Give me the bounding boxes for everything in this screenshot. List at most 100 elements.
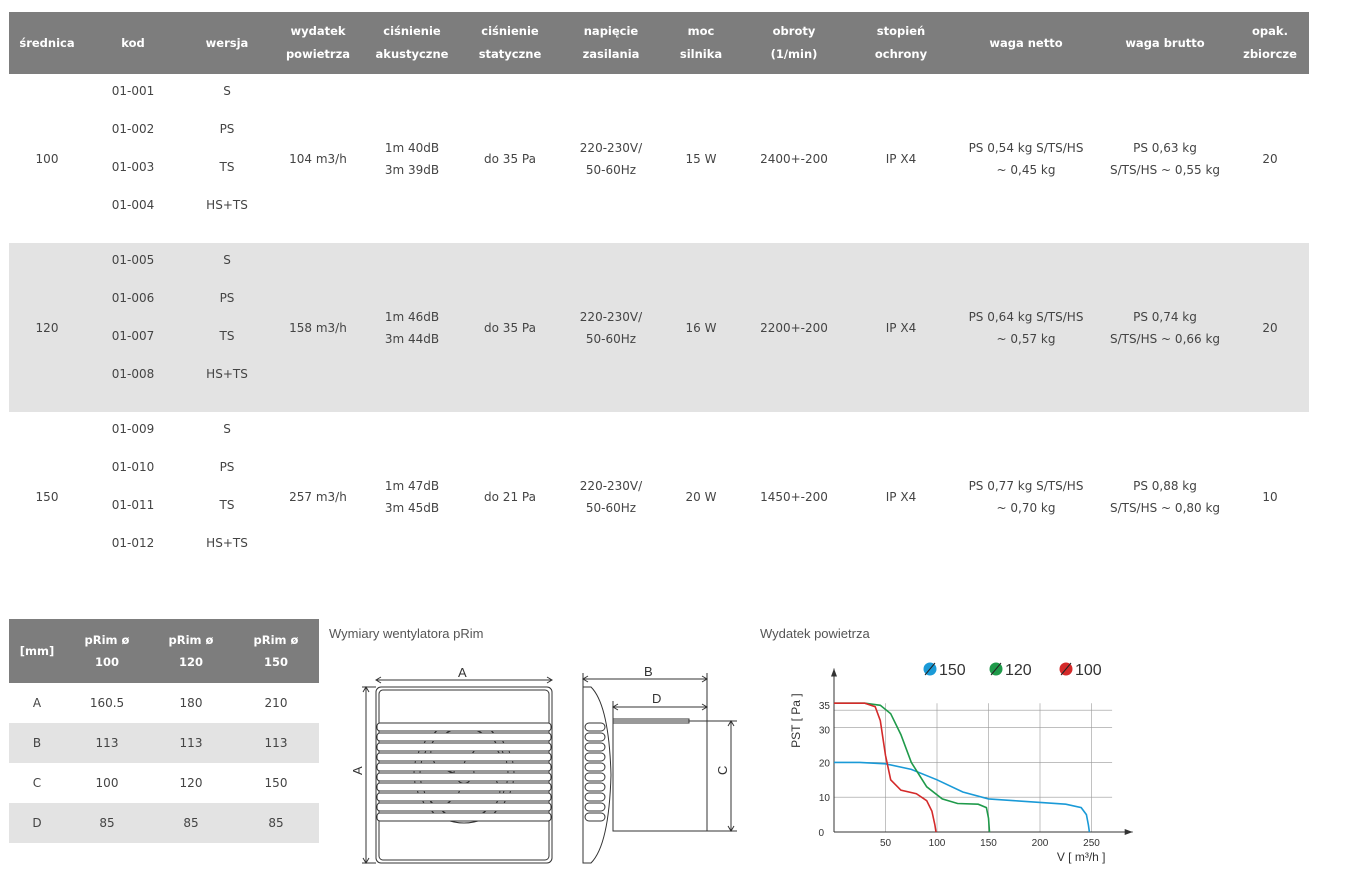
series-line-120 bbox=[834, 702, 991, 833]
y-axis-label: PST [ Pa ] bbox=[789, 693, 803, 747]
table-row: 100 01-001 01-002 01-003 01-004 S PS TS … bbox=[9, 74, 1309, 243]
series-line-150 bbox=[834, 761, 1091, 833]
cell-airflow: 104 m3/h bbox=[289, 151, 347, 166]
cell-package: 10 bbox=[1262, 489, 1278, 504]
code-item: 01-003 bbox=[111, 160, 155, 174]
x-tick-label: 200 bbox=[1032, 838, 1049, 849]
header-package: opak. zbiorcze bbox=[1243, 24, 1297, 61]
cell-rpm: 1450+-200 bbox=[760, 489, 828, 504]
x-axis-arrow bbox=[1124, 829, 1133, 835]
y-tick-label: 35 bbox=[819, 701, 831, 712]
version-item: TS bbox=[219, 329, 235, 343]
cell-gross-weight: PS 0,74 kg S/TS/HS ~ 0,66 kg bbox=[1109, 309, 1221, 346]
code-item: 01-005 bbox=[111, 253, 155, 267]
cell-static: do 21 Pa bbox=[484, 489, 536, 504]
series-line-100 bbox=[834, 702, 937, 833]
cell-rpm: 2200+-200 bbox=[760, 320, 828, 335]
x-tick-label: 250 bbox=[1083, 838, 1100, 849]
spec-table: średnica kod wersja wydatek powietrza ci… bbox=[9, 12, 1309, 581]
dim-label: D bbox=[32, 816, 42, 830]
code-item: 01-011 bbox=[111, 498, 155, 512]
cell-diameter: 120 bbox=[35, 320, 59, 335]
origin-label: 0 bbox=[818, 828, 824, 839]
cell-power: 20 W bbox=[685, 489, 717, 504]
dim-value: 100 bbox=[95, 776, 119, 790]
dim-value: 85 bbox=[99, 816, 115, 830]
version-item: S bbox=[223, 253, 231, 267]
code-item: 01-006 bbox=[111, 291, 155, 305]
cell-acoustic: 1m 40dB 3m 39dB bbox=[384, 140, 440, 177]
y-axis-arrow bbox=[831, 668, 837, 677]
dim-value: 113 bbox=[264, 736, 288, 750]
header-version: wersja bbox=[205, 35, 249, 50]
header-airflow: wydatek powietrza bbox=[285, 24, 351, 61]
cell-airflow: 257 m3/h bbox=[289, 489, 347, 504]
x-tick-label: 100 bbox=[929, 838, 946, 849]
cell-package: 20 bbox=[1262, 151, 1278, 166]
cell-protection: IP X4 bbox=[885, 320, 917, 335]
legend-label-150: 150 bbox=[939, 662, 966, 679]
header-mm: [mm] bbox=[19, 644, 55, 658]
dim-value: 85 bbox=[268, 816, 284, 830]
dim-value: 113 bbox=[95, 736, 119, 750]
cell-rpm: 2400+-200 bbox=[760, 151, 828, 166]
header-protection: stopień ochrony bbox=[874, 24, 928, 61]
label-a-side: A bbox=[350, 766, 365, 775]
cell-versions: S PS TS HS+TS bbox=[181, 74, 273, 243]
chart-grid bbox=[834, 703, 1113, 832]
chart-ticks: 50 100 150 200 250 10 20 30 35 0 V [ m³/h ] PST [ P… bbox=[789, 693, 1106, 864]
cell-diameter: 100 bbox=[35, 151, 59, 166]
code-item: 01-001 bbox=[111, 84, 155, 98]
cell-acoustic: 1m 47dB 3m 45dB bbox=[384, 478, 440, 515]
x-tick-label: 50 bbox=[880, 838, 892, 849]
chart-axes bbox=[831, 668, 1133, 835]
header-voltage: napięcie zasilania bbox=[582, 24, 640, 61]
label-b: B bbox=[644, 664, 653, 679]
drawing-caption: Wymiary wentylatora pRim bbox=[329, 626, 484, 641]
cell-protection: IP X4 bbox=[885, 489, 917, 504]
cell-voltage: 220-230V/50-60Hz bbox=[579, 478, 643, 515]
cell-net-weight: PS 0,54 kg S/TS/HS ~ 0,45 kg bbox=[968, 140, 1084, 177]
header-code: kod bbox=[121, 35, 145, 50]
chart-legend: 150 120 100 bbox=[923, 662, 1102, 679]
dimension-table-header: [mm] pRim ø 100 pRim ø 120 pRim ø 150 bbox=[9, 619, 319, 683]
table-row: A 160.5 180 210 bbox=[9, 683, 319, 723]
table-row: 150 01-009 01-010 01-011 01-012 S PS TS … bbox=[9, 412, 1309, 581]
header-prim-120: pRim ø 120 bbox=[168, 633, 214, 669]
y-tick-label: 10 bbox=[819, 793, 831, 804]
version-item: HS+TS bbox=[206, 536, 248, 550]
header-static: ciśnienie statyczne bbox=[478, 24, 542, 61]
version-item: TS bbox=[219, 160, 235, 174]
header-power: moc silnika bbox=[679, 24, 723, 61]
table-row: 120 01-005 01-006 01-007 01-008 S PS TS … bbox=[9, 243, 1309, 412]
y-tick-label: 20 bbox=[819, 758, 831, 769]
code-item: 01-009 bbox=[111, 422, 155, 436]
header-net-weight: waga netto bbox=[989, 35, 1063, 50]
cell-versions: S PS TS HS+TS bbox=[181, 412, 273, 581]
label-d: D bbox=[652, 691, 661, 706]
cell-net-weight: PS 0,64 kg S/TS/HS ~ 0,57 kg bbox=[968, 309, 1084, 346]
cell-gross-weight: PS 0,88 kg S/TS/HS ~ 0,80 kg bbox=[1109, 478, 1221, 515]
cell-codes: 01-001 01-002 01-003 01-004 bbox=[85, 74, 181, 243]
dim-value: 113 bbox=[179, 736, 203, 750]
cell-power: 15 W bbox=[685, 151, 717, 166]
version-item: S bbox=[223, 422, 231, 436]
legend-marker-slash bbox=[924, 662, 936, 676]
version-item: PS bbox=[219, 460, 235, 474]
dim-label: C bbox=[32, 776, 42, 790]
dim-value: 85 bbox=[183, 816, 199, 830]
label-a: A bbox=[458, 665, 467, 680]
cell-voltage: 220-230V/50-60Hz bbox=[579, 140, 643, 177]
header-acoustic: ciśnienie akustyczne bbox=[375, 24, 449, 61]
code-item: 01-012 bbox=[111, 536, 155, 550]
cell-codes: 01-009 01-010 01-011 01-012 bbox=[85, 412, 181, 581]
header-gross-weight: waga brutto bbox=[1125, 35, 1205, 50]
code-item: 01-010 bbox=[111, 460, 155, 474]
code-item: 01-008 bbox=[111, 367, 155, 381]
header-rpm: obroty (1/min) bbox=[770, 24, 818, 61]
version-item: PS bbox=[219, 291, 235, 305]
x-axis-label: V [ m³/h ] bbox=[1057, 850, 1106, 864]
cell-static: do 35 Pa bbox=[484, 151, 536, 166]
code-item: 01-007 bbox=[111, 329, 155, 343]
cell-net-weight: PS 0,77 kg S/TS/HS ~ 0,70 kg bbox=[968, 478, 1084, 515]
